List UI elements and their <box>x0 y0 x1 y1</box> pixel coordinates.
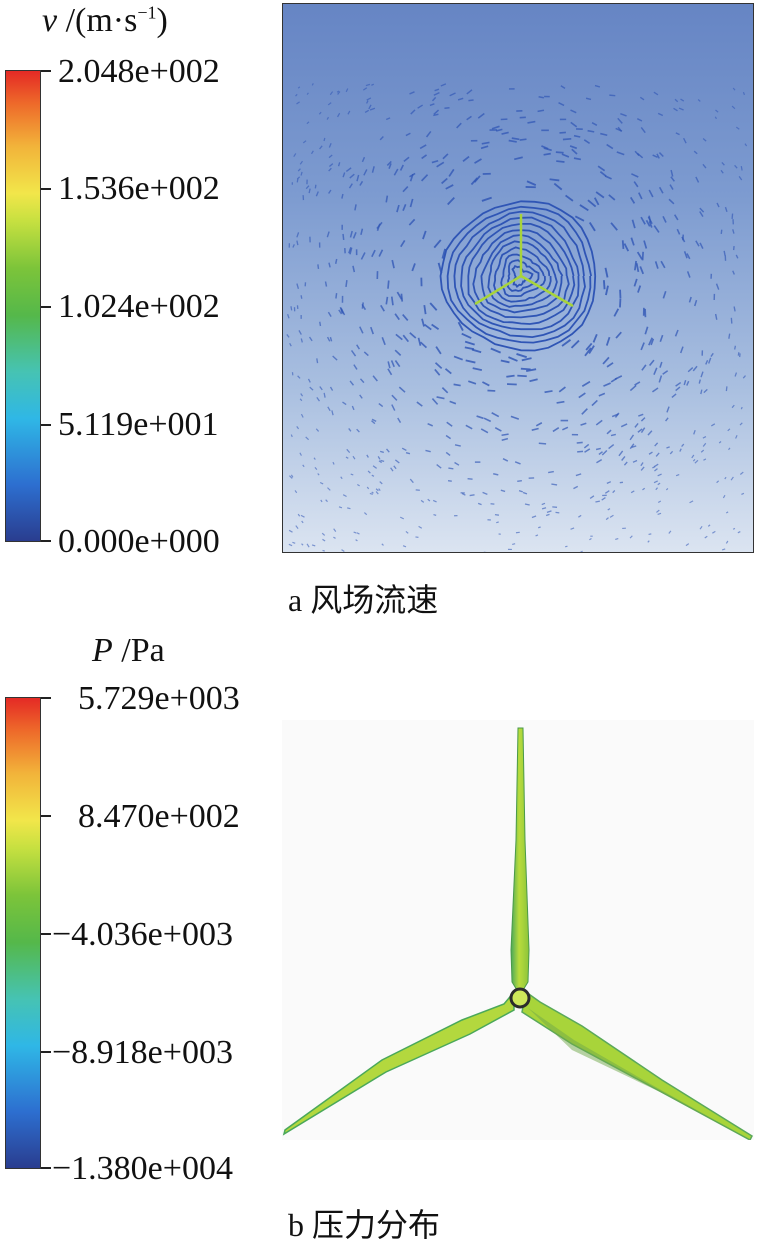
panel-b-tick-mark <box>41 697 51 699</box>
panel-a-tick-label: 1.536e+002 <box>58 172 220 206</box>
blade-upper <box>511 728 529 995</box>
blade-lower-left <box>284 992 514 1134</box>
velocity-unit-close: ) <box>157 2 168 39</box>
flow-vectors <box>287 83 747 553</box>
panel-a-tick-label: 5.119e+001 <box>58 408 219 442</box>
panel-b-tick-mark <box>41 933 51 935</box>
turbine-rotor <box>282 720 754 1140</box>
panel-b-tick-label: 8.470e+002 <box>78 800 240 834</box>
vortex-streamlines <box>441 201 596 350</box>
panel-b-colorbar <box>5 697 41 1169</box>
blade-lower-right <box>522 992 752 1140</box>
panel-b-caption: b 压力分布 <box>288 1200 440 1246</box>
panel-b-tick-label: −8.918e+003 <box>52 1036 233 1070</box>
panel-b-tick-label: −4.036e+003 <box>52 918 233 952</box>
panel-b-tick-mark <box>41 1051 51 1053</box>
panel-a-tick-label: 2.048e+002 <box>58 55 220 89</box>
rotor-hub <box>511 989 529 1007</box>
panel-a-tick-mark <box>41 424 51 426</box>
panel-a-colorbar <box>5 70 41 542</box>
pressure-symbol: P <box>92 632 113 669</box>
panel-b-tick-label: 5.729e+003 <box>78 682 240 716</box>
panel-b-tick-mark <box>41 1167 51 1169</box>
panel-b-tick-label: −1.380e+004 <box>52 1152 233 1186</box>
panel-a-tick-mark <box>41 306 51 308</box>
panel-a-unit-label: v /(m·s−1) <box>42 2 168 40</box>
velocity-unit: /(m·s <box>57 2 137 39</box>
wind-flow-field <box>282 3 754 553</box>
panel-b-tick-mark <box>41 815 51 817</box>
panel-a-tick-mark <box>41 188 51 190</box>
turbine-pressure-view <box>282 720 754 1140</box>
velocity-unit-exponent: −1 <box>137 3 156 23</box>
panel-a-tick-mark <box>41 540 51 542</box>
panel-a-tick-label: 0.000e+000 <box>58 525 220 559</box>
panel-b-unit-label: P /Pa <box>92 632 165 670</box>
flow-vector-plot <box>283 4 754 553</box>
velocity-symbol: v <box>42 2 57 39</box>
panel-a-caption: a 风场流速 <box>288 575 438 621</box>
panel-a-tick-label: 1.024e+002 <box>58 290 220 324</box>
panel-a-tick-mark <box>41 70 51 72</box>
pressure-unit: /Pa <box>113 632 165 669</box>
